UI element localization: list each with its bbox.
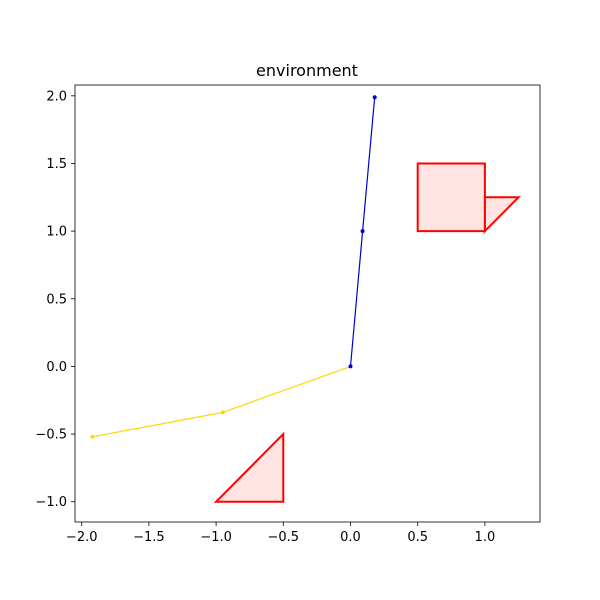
x-tick-label-6: 1.0 — [475, 530, 496, 545]
x-tick-label-1: −1.5 — [133, 530, 165, 545]
series-point-0-2 — [90, 434, 95, 439]
series-point-1-1 — [360, 229, 365, 234]
series-point-1-2 — [372, 95, 377, 100]
obstacle-rect-0 — [416, 162, 486, 233]
x-tick-label-5: 0.5 — [407, 530, 428, 545]
x-tick-label-3: −0.5 — [268, 530, 300, 545]
axes-frame — [74, 84, 541, 523]
y-tick-label-1: −0.5 — [35, 428, 67, 443]
series-point-0-1 — [220, 410, 225, 415]
series-point-1-0 — [348, 364, 353, 369]
x-tick-label-4: 0.0 — [340, 530, 361, 545]
y-tick-label-2: 0.0 — [46, 360, 67, 375]
chart-title: environment — [256, 61, 358, 80]
obstacle-triangle-1 — [483, 196, 521, 234]
y-tick-label-6: 2.0 — [46, 89, 67, 104]
y-tick-label-4: 1.0 — [46, 225, 67, 240]
y-tick-label-5: 1.5 — [46, 157, 67, 172]
y-tick-label-0: −1.0 — [35, 495, 67, 510]
x-tick-label-2: −1.0 — [200, 530, 232, 545]
obstacle-triangle-2 — [213, 431, 285, 503]
y-tick-label-3: 0.5 — [46, 292, 67, 307]
x-tick-label-0: −2.0 — [66, 530, 98, 545]
plot-area: −2.0 −1.5 −1.0 −0.5 0.0 0.5 1.0 −1.0 −0.5 0.0 0.5 1… — [35, 84, 541, 545]
